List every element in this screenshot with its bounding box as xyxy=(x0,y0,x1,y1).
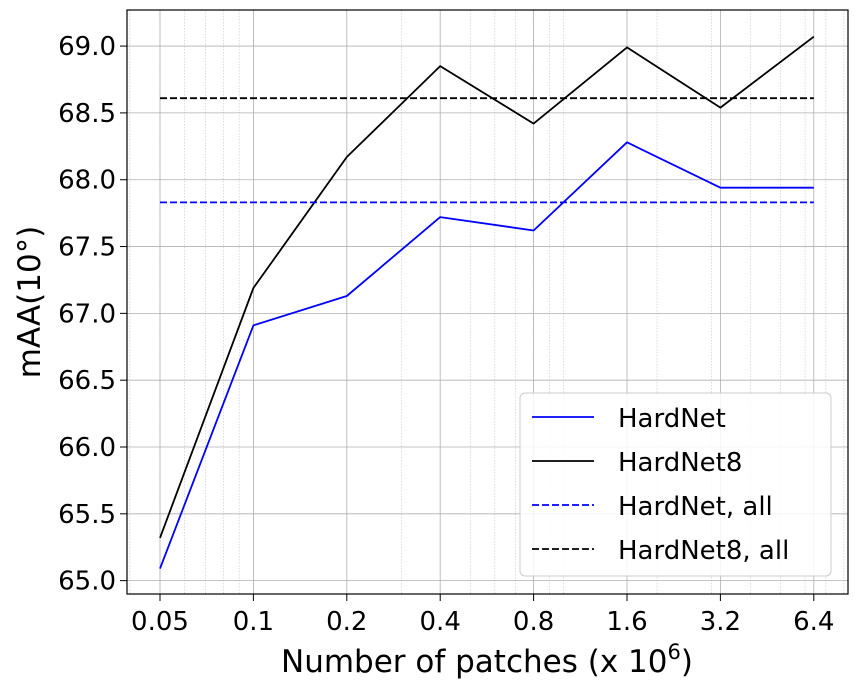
plot-frame xyxy=(126,9,849,595)
y-tick-label: 66.5 xyxy=(58,366,116,396)
x-tick-label: 1.6 xyxy=(606,607,647,637)
legend: HardNet HardNet8 HardNet, all HardNet8, all xyxy=(519,392,832,577)
x-axis-title-superscript: 6 xyxy=(667,640,680,664)
y-tick-label: 65.0 xyxy=(58,567,116,597)
x-tick-label: 0.1 xyxy=(233,607,274,637)
x-axis-title-suffix: ) xyxy=(681,644,693,680)
y-tick-label: 67.5 xyxy=(58,233,116,263)
y-tick-label: 68.0 xyxy=(58,166,116,196)
legend-label: HardNet8 xyxy=(618,448,742,478)
ticks-layer: 0.05 0.1 0.2 0.4 0.8 1.6 3.2 6.4 65.0 65.5 66.0 66.… xyxy=(58,32,834,637)
legend-box xyxy=(519,392,832,577)
legend-label: HardNet, all xyxy=(618,492,773,522)
x-axis-title: Number of patches (x 106) xyxy=(281,640,693,680)
y-axis-title: mAA(10°) xyxy=(12,226,48,379)
x-tick-label: 0.05 xyxy=(131,607,189,637)
x-tick-label: 0.4 xyxy=(420,607,461,637)
y-tick-label: 69.0 xyxy=(58,32,116,62)
x-tick-label: 0.2 xyxy=(326,607,367,637)
series-line-hardnet xyxy=(159,141,814,569)
y-tick-label: 65.5 xyxy=(58,500,116,530)
x-tick-label: 0.8 xyxy=(513,607,554,637)
y-tick-label: 66.0 xyxy=(58,433,116,463)
x-tick-label: 3.2 xyxy=(700,607,741,637)
legend-label: HardNet xyxy=(618,404,726,434)
series-layer xyxy=(159,35,815,569)
legend-label: HardNet8, all xyxy=(618,536,789,566)
y-tick-label: 68.5 xyxy=(58,99,116,129)
y-tick-label: 67.0 xyxy=(58,299,116,329)
x-tick-label: 6.4 xyxy=(793,607,834,637)
